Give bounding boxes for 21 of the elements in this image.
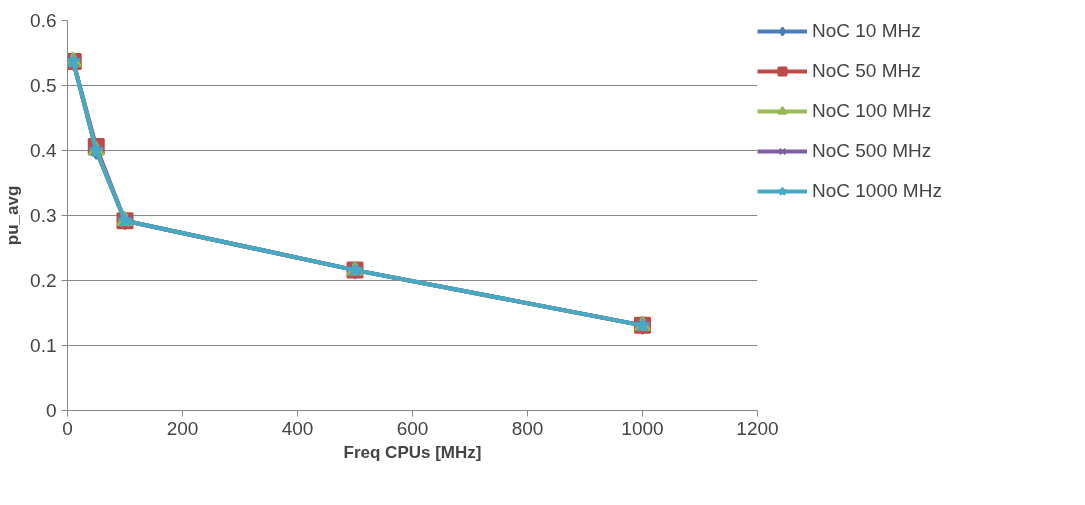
- legend-label: NoC 500 MHz: [812, 140, 932, 162]
- y-axis-title: pu_avg: [3, 185, 23, 246]
- x-tick-label: 1200: [736, 417, 779, 439]
- y-tick-label: 0.1: [30, 335, 57, 356]
- x-axis-title: Freq CPUs [MHz]: [343, 442, 482, 462]
- x-tick-label: 0: [62, 417, 73, 439]
- y-tick-label: 0.3: [30, 205, 57, 226]
- y-tick-label: 0.6: [30, 10, 57, 31]
- legend-label: NoC 10 MHz: [812, 20, 921, 42]
- y-tick-label: 0.2: [30, 270, 57, 291]
- y-tick-label: 0.5: [30, 75, 57, 96]
- y-tick-label: 0: [45, 400, 57, 421]
- x-tick-label: 600: [396, 417, 429, 439]
- legend-label: NoC 50 MHz: [812, 60, 921, 82]
- x-tick-label: 800: [511, 417, 544, 439]
- x-tick-label: 400: [281, 417, 314, 439]
- x-tick-label: 1000: [621, 417, 664, 439]
- legend-label: NoC 100 MHz: [812, 100, 932, 122]
- legend-label: NoC 1000 MHz: [812, 180, 942, 202]
- x-tick-label: 200: [166, 417, 199, 439]
- y-tick-label: 0.4: [30, 140, 57, 161]
